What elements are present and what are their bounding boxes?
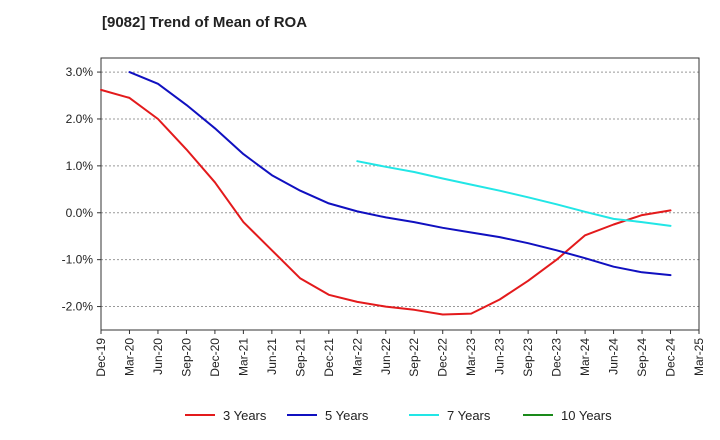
x-axis: Dec-19 Mar-20 Jun-20 Sep-20 Dec-20 Mar-21 Jun-…	[94, 330, 706, 377]
x-tick-label: Jun-20	[151, 338, 165, 375]
x-tick-label: Jun-23	[493, 338, 507, 375]
y-tick-label: 2.0%	[66, 112, 94, 126]
x-tick-label: Mar-23	[464, 338, 478, 376]
legend-label-3-years: 3 Years	[223, 408, 267, 423]
x-tick-label: Mar-20	[122, 338, 136, 376]
x-tick-label: Dec-24	[664, 338, 678, 377]
x-tick-label: Mar-24	[578, 338, 592, 376]
plot-frame	[100, 57, 700, 331]
chart-title: [9082] Trend of Mean of ROA	[102, 14, 308, 31]
y-tick-label: -2.0%	[62, 300, 94, 314]
legend: 3 Years 5 Years 7 Years 10 Years	[185, 408, 612, 423]
y-tick-label: -1.0%	[62, 253, 94, 267]
y-axis: 3.0% 2.0% 1.0% 0.0% -1.0% -2.0%	[62, 65, 101, 314]
x-tick-label: Dec-21	[322, 338, 336, 377]
legend-label-5-years: 5 Years	[325, 408, 369, 423]
series-line-5-years	[128, 71, 672, 277]
y-tick-label: 0.0%	[66, 206, 94, 220]
x-tick-label: Sep-21	[293, 338, 307, 377]
series-layer	[100, 71, 672, 316]
y-tick-label: 3.0%	[66, 65, 94, 79]
x-tick-label: Mar-25	[692, 338, 706, 376]
x-tick-label: Jun-21	[265, 338, 279, 375]
x-tick-label: Sep-24	[635, 338, 649, 377]
x-tick-label: Mar-22	[350, 338, 364, 376]
series-line-7-years	[356, 160, 672, 227]
y-tick-label: 1.0%	[66, 159, 94, 173]
x-tick-label: Dec-22	[436, 338, 450, 377]
x-tick-label: Jun-24	[607, 338, 621, 375]
x-tick-label: Dec-20	[208, 338, 222, 377]
x-tick-label: Sep-23	[521, 338, 535, 377]
x-tick-label: Jun-22	[379, 338, 393, 375]
series-line-3-years	[100, 88, 672, 316]
x-tick-label: Sep-22	[407, 338, 421, 377]
legend-label-7-years: 7 Years	[447, 408, 491, 423]
legend-label-10-years: 10 Years	[561, 408, 612, 423]
x-tick-label: Dec-19	[94, 338, 108, 377]
x-tick-label: Sep-20	[179, 338, 193, 377]
x-tick-label: Mar-21	[236, 338, 250, 376]
x-tick-label: Dec-23	[550, 338, 564, 377]
